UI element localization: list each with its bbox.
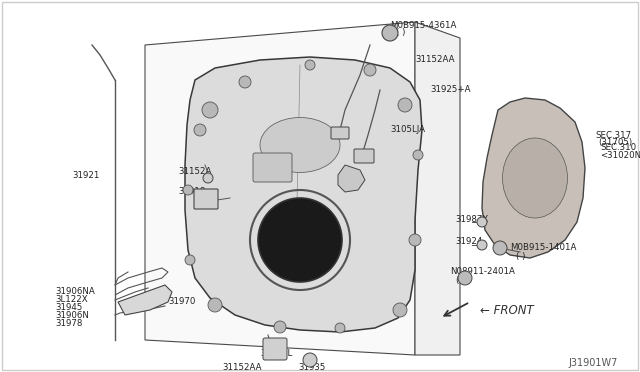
Circle shape (305, 60, 315, 70)
Text: ← FRONT: ← FRONT (480, 304, 534, 317)
Circle shape (477, 217, 487, 227)
Text: (31705): (31705) (598, 138, 632, 148)
Circle shape (208, 298, 222, 312)
Text: 31051L: 31051L (260, 350, 292, 359)
Text: <31020N>: <31020N> (600, 151, 640, 160)
Circle shape (303, 353, 317, 367)
Text: 31924: 31924 (455, 237, 483, 247)
Text: SEC.310: SEC.310 (600, 144, 636, 153)
Polygon shape (145, 22, 415, 355)
Circle shape (194, 124, 206, 136)
Text: 31906N: 31906N (55, 311, 89, 321)
Circle shape (185, 255, 195, 265)
Text: 3L122X: 3L122X (55, 295, 88, 305)
Circle shape (239, 76, 251, 88)
Text: J31901W7: J31901W7 (568, 358, 618, 368)
Circle shape (477, 240, 487, 250)
FancyBboxPatch shape (263, 338, 287, 360)
Text: 31925+A: 31925+A (430, 86, 470, 94)
Text: 31906NA: 31906NA (55, 288, 95, 296)
Text: SEC.317: SEC.317 (595, 131, 631, 140)
Circle shape (393, 303, 407, 317)
Text: 31918: 31918 (178, 187, 205, 196)
Text: 31152AA: 31152AA (415, 55, 454, 64)
Polygon shape (185, 57, 422, 332)
Circle shape (364, 64, 376, 76)
Circle shape (493, 241, 507, 255)
Text: 31945: 31945 (55, 304, 83, 312)
Circle shape (335, 323, 345, 333)
Circle shape (258, 198, 342, 282)
Polygon shape (415, 22, 460, 355)
FancyBboxPatch shape (354, 149, 374, 163)
FancyBboxPatch shape (331, 127, 349, 139)
Text: 31970: 31970 (168, 298, 195, 307)
Circle shape (382, 25, 398, 41)
Text: M0B915-4361A: M0B915-4361A (390, 22, 456, 31)
Polygon shape (338, 165, 365, 192)
Ellipse shape (260, 118, 340, 173)
FancyBboxPatch shape (253, 153, 292, 182)
Circle shape (202, 102, 218, 118)
Text: ( ): ( ) (396, 29, 405, 38)
Text: 3105LJA: 3105LJA (390, 125, 425, 135)
Text: N08911-2401A: N08911-2401A (450, 267, 515, 276)
Text: 31152AA: 31152AA (222, 363, 262, 372)
Circle shape (398, 98, 412, 112)
Text: 31935: 31935 (298, 363, 325, 372)
Circle shape (274, 321, 286, 333)
Circle shape (203, 173, 213, 183)
Text: ( ): ( ) (516, 251, 525, 260)
Text: 31921: 31921 (72, 170, 99, 180)
Circle shape (413, 150, 423, 160)
Text: ( ): ( ) (456, 276, 465, 285)
FancyBboxPatch shape (194, 189, 218, 209)
Text: 31152A: 31152A (178, 167, 211, 176)
Polygon shape (482, 98, 585, 258)
Polygon shape (118, 285, 172, 315)
Text: 31987X: 31987X (455, 215, 488, 224)
Circle shape (458, 271, 472, 285)
Circle shape (409, 234, 421, 246)
Ellipse shape (502, 138, 568, 218)
Text: 31978: 31978 (55, 320, 83, 328)
Text: M0B915-1401A: M0B915-1401A (510, 244, 577, 253)
Circle shape (183, 185, 193, 195)
